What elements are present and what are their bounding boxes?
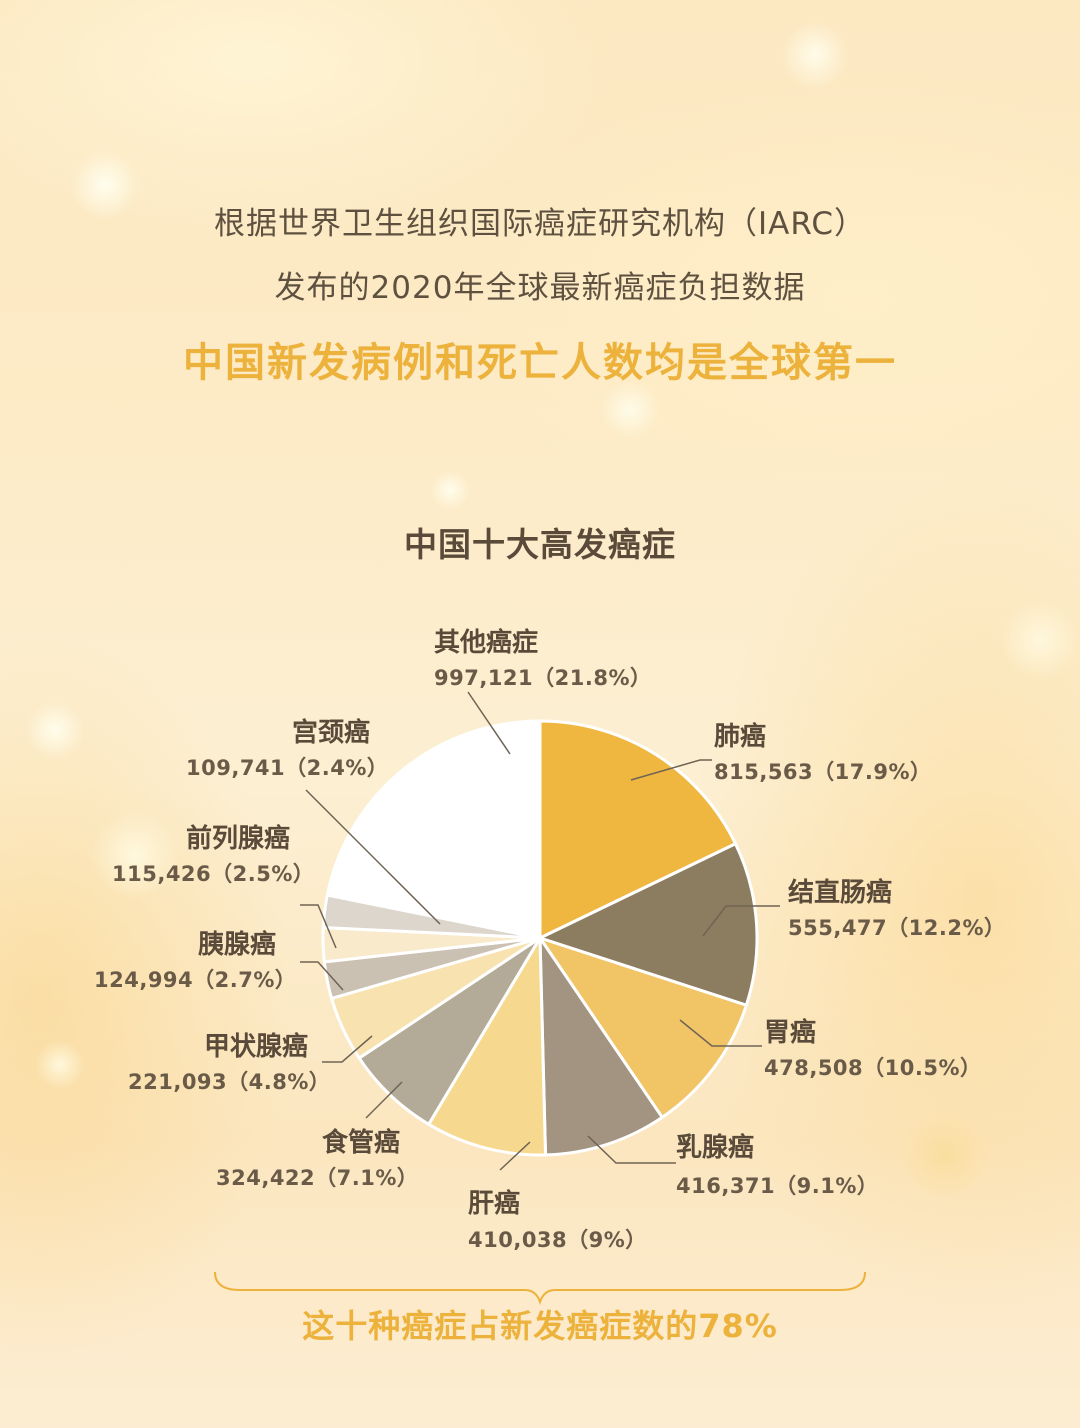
- slice-value-label: 115,426（2.5%）: [112, 862, 315, 886]
- slice-name-label: 乳腺癌: [676, 1133, 755, 1163]
- leader-line-6: [322, 1035, 373, 1063]
- leader-line-0: [630, 759, 712, 781]
- slice-name-label: 胃癌: [764, 1018, 817, 1048]
- leader-line-7: [300, 961, 344, 991]
- slice-name-label: 肝癌: [468, 1189, 521, 1219]
- leader-line-4: [499, 1141, 531, 1171]
- intro-line-2: 发布的2020年全球最新癌症负担数据: [274, 270, 806, 306]
- pie-slice-0: [538, 719, 738, 941]
- slice-name-label: 胰腺癌: [198, 930, 277, 960]
- summary-brace: [214, 1271, 866, 1306]
- slice-value-label: 555,477（12.2%）: [788, 916, 1006, 940]
- slice-name-label: 甲状腺癌: [204, 1032, 309, 1062]
- footer-summary: 这十种癌症占新发癌症数的78%: [302, 1307, 778, 1345]
- slice-value-label: 997,121（21.8%）: [434, 666, 652, 690]
- chart-title: 中国十大高发癌症: [404, 525, 676, 564]
- pie-slice-4: [426, 932, 548, 1157]
- leader-line-1: [702, 905, 780, 937]
- pie-slice-1: [535, 841, 759, 1008]
- slice-value-label: 109,741（2.4%）: [186, 756, 389, 780]
- slice-value-label: 416,371（9.1%）: [676, 1174, 879, 1198]
- leader-line-5: [365, 1081, 403, 1119]
- slice-name-label: 前列腺癌: [186, 824, 291, 854]
- pie-slice-3: [538, 932, 665, 1157]
- leader-line-2: [679, 1019, 762, 1047]
- slice-value-label: 324,422（7.1%）: [216, 1166, 419, 1190]
- leader-line-9: [305, 789, 441, 925]
- leader-line-3: [587, 1135, 676, 1164]
- slice-name-label: 结直肠癌: [788, 878, 893, 908]
- headline: 中国新发病例和死亡人数均是全球第一: [183, 340, 897, 386]
- intro-line-1: 根据世界卫生组织国际癌症研究机构（IARC）: [214, 206, 866, 242]
- slice-value-label: 815,563（17.9%）: [714, 760, 932, 784]
- slice-value-label: 124,994（2.7%）: [94, 968, 297, 992]
- slice-value-label: 478,508（10.5%）: [764, 1056, 982, 1080]
- slice-name-label: 食管癌: [322, 1128, 401, 1158]
- leader-line-10: [467, 691, 511, 755]
- leader-line-8: [300, 904, 337, 949]
- slice-name-label: 宫颈癌: [292, 718, 371, 748]
- slice-name-label: 其他癌症: [434, 628, 539, 658]
- slice-value-label: 221,093（4.8%）: [128, 1070, 331, 1094]
- slice-value-label: 410,038（9%）: [468, 1228, 647, 1252]
- pie-slice-2: [536, 935, 749, 1120]
- slice-name-label: 肺癌: [714, 722, 767, 752]
- pie-slice-10: [325, 719, 542, 940]
